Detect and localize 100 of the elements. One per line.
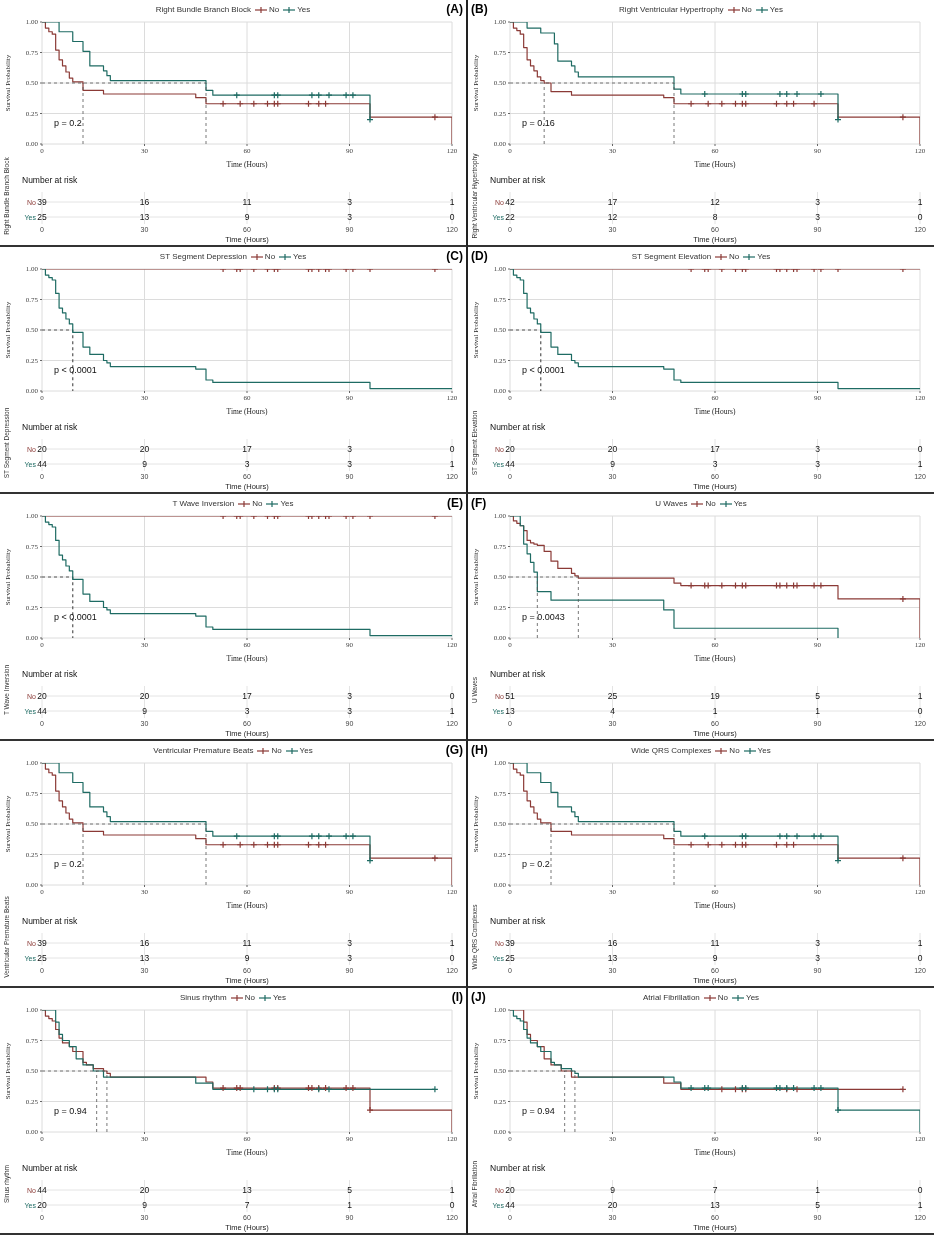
- data-label: 1: [449, 1185, 455, 1195]
- data-label: 17: [607, 197, 618, 207]
- legend-title: Right Bundle Branch Block: [155, 5, 251, 14]
- legend-title: Sinus rhythm: [180, 993, 227, 1002]
- data-label: 9: [244, 953, 250, 963]
- data-label: 0: [917, 212, 923, 222]
- legend-title: Atrial Fibrillation: [642, 993, 700, 1002]
- data-label: 20: [505, 1185, 515, 1195]
- data-label: 1: [712, 706, 718, 716]
- data-label: 1: [449, 459, 455, 469]
- legend-label: No: [252, 499, 263, 508]
- data-label: 13: [505, 706, 515, 716]
- chart-title: Number at risk: [22, 916, 79, 926]
- data-label: 0: [449, 691, 455, 701]
- data-label: 0: [917, 706, 923, 716]
- data-label: 3: [244, 459, 250, 469]
- annotation: p < 0.0001: [522, 365, 565, 375]
- data-label: 20: [607, 1200, 618, 1210]
- text: (F): [471, 496, 487, 510]
- data-label: 1: [449, 706, 455, 716]
- data-label: 9: [610, 1185, 616, 1195]
- data-label: 1: [917, 691, 923, 701]
- chart-title: Number at risk: [490, 669, 547, 679]
- legend-label: Yes: [299, 746, 313, 755]
- data-label: 1: [815, 706, 821, 716]
- data-label: 3: [815, 212, 821, 222]
- data-label: 5: [347, 1185, 353, 1195]
- legend-label: No: [271, 746, 282, 755]
- data-label: 3: [347, 706, 353, 716]
- legend-title: ST Segment Depression: [159, 252, 247, 261]
- data-label: 1: [815, 1185, 821, 1195]
- data-label: 3: [815, 444, 821, 454]
- data-label: 3: [712, 459, 718, 469]
- data-label: 19: [710, 691, 720, 701]
- data-label: 44: [37, 459, 47, 469]
- data-label: 1: [917, 459, 923, 469]
- data-label: 39: [505, 938, 515, 948]
- data-label: 1: [917, 197, 923, 207]
- data-label: 20: [37, 1200, 47, 1210]
- data-label: 7: [712, 1185, 718, 1195]
- legend-title: Right Ventricular Hypertrophy: [619, 5, 724, 14]
- legend-label: Yes: [746, 993, 760, 1002]
- data-label: 3: [347, 212, 353, 222]
- data-label: 44: [505, 459, 515, 469]
- data-label: 51: [505, 691, 515, 701]
- data-label: 16: [139, 938, 150, 948]
- data-label: 3: [347, 197, 353, 207]
- chart-title: Number at risk: [22, 422, 79, 432]
- data-label: 12: [607, 212, 618, 222]
- data-label: 3: [815, 938, 821, 948]
- data-label: 0: [917, 1185, 923, 1195]
- data-label: 44: [37, 706, 47, 716]
- data-label: 9: [610, 459, 616, 469]
- data-label: 39: [37, 197, 47, 207]
- data-label: 0: [449, 444, 455, 454]
- legend-label: No: [741, 5, 752, 14]
- data-label: 1: [917, 1200, 923, 1210]
- data-label: 25: [37, 953, 47, 963]
- data-label: 20: [139, 1185, 150, 1195]
- legend-label: Yes: [733, 499, 747, 508]
- annotation: p = 0.0043: [522, 612, 565, 622]
- chart-title: Number at risk: [490, 422, 547, 432]
- data-label: 17: [242, 444, 252, 454]
- data-label: 9: [712, 953, 718, 963]
- data-label: 13: [139, 212, 150, 222]
- data-label: 13: [710, 1200, 720, 1210]
- data-label: 1: [449, 938, 455, 948]
- legend-label: Yes: [272, 993, 286, 1002]
- data-label: 25: [37, 212, 47, 222]
- data-label: 11: [242, 938, 252, 948]
- legend-label: No: [264, 252, 276, 261]
- data-label: 12: [710, 197, 720, 207]
- data-label: 16: [607, 938, 618, 948]
- text: (A): [446, 2, 463, 16]
- legend-title: ST Segment Elevation: [631, 252, 712, 261]
- data-label: 4: [610, 706, 616, 716]
- annotation: p = 0.94: [522, 1106, 555, 1116]
- data-label: 9: [142, 706, 148, 716]
- chart-title: Number at risk: [490, 175, 547, 185]
- data-label: 16: [139, 197, 150, 207]
- legend-label: No: [717, 993, 729, 1002]
- chart-title: Number at risk: [22, 1163, 79, 1173]
- data-label: 25: [607, 691, 618, 701]
- data-label: 39: [37, 938, 47, 948]
- data-label: 20: [505, 444, 515, 454]
- data-label: 20: [607, 444, 618, 454]
- legend-label: Yes: [280, 499, 294, 508]
- data-label: 17: [242, 691, 252, 701]
- data-label: 3: [244, 706, 250, 716]
- text: (B): [471, 2, 488, 16]
- text: (D): [471, 249, 488, 263]
- data-label: 3: [815, 953, 821, 963]
- data-label: 0: [449, 212, 455, 222]
- chart-title: Number at risk: [22, 175, 79, 185]
- data-label: 13: [242, 1185, 252, 1195]
- data-label: 3: [347, 953, 353, 963]
- annotation: p < 0.0001: [54, 365, 97, 375]
- data-label: 3: [815, 459, 821, 469]
- data-label: 3: [347, 459, 353, 469]
- annotation: p < 0.0001: [54, 612, 97, 622]
